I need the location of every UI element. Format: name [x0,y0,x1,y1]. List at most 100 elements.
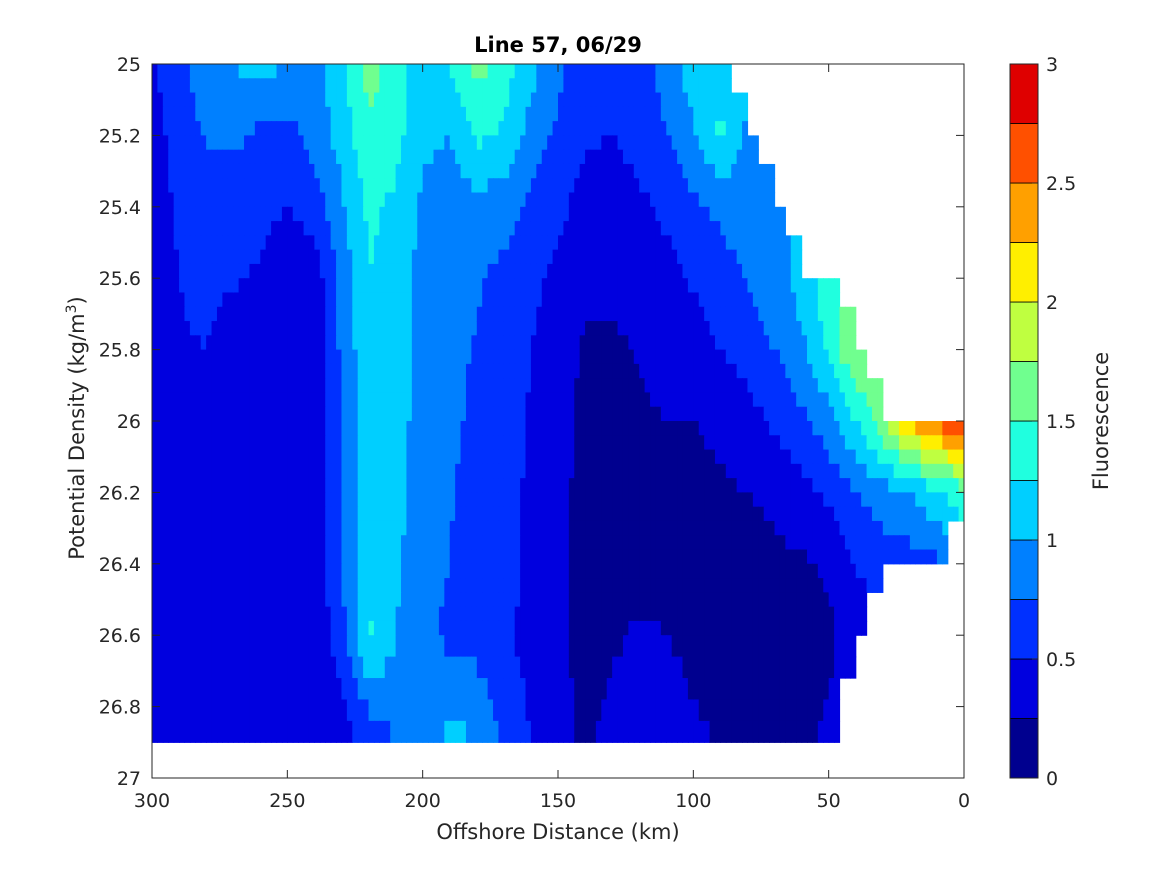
contour-cell [552,406,559,422]
contour-cell [655,378,662,394]
contour-cell [379,406,386,422]
contour-cell [687,392,694,408]
contour-cell [179,563,186,579]
contour-cell [790,235,797,251]
contour-cell [633,64,640,79]
contour-cell [222,592,229,608]
contour-cell [547,435,554,451]
contour-cell [411,449,418,465]
contour-cell [482,149,489,165]
contour-cell [482,449,489,465]
contour-cell [628,163,635,179]
contour-cell [579,406,586,422]
contour-cell [319,263,326,279]
contour-cell [666,106,673,122]
contour-cell [953,492,960,508]
contour-cell [493,506,500,522]
contour-cell [157,278,164,294]
contour-cell [152,406,159,422]
contour-cell [292,221,299,236]
contour-cell [303,349,310,365]
contour-cell [428,106,435,122]
contour-cell [184,378,191,394]
contour-cell [471,106,478,122]
contour-cell [779,363,786,379]
contour-cell [195,78,202,94]
contour-cell [633,135,640,151]
contour-cell [595,478,602,493]
contour-cell [606,620,613,636]
contour-cell [541,135,548,151]
contour-cell [211,620,218,636]
contour-cell [747,278,754,294]
contour-cell [736,535,743,551]
contour-cell [574,492,581,508]
contour-cell [455,135,462,151]
contour-cell [179,321,186,336]
contour-cell [373,206,380,222]
contour-cell [179,506,186,522]
contour-cell [254,421,261,436]
contour-cell [601,463,608,479]
contour-cell [368,620,375,636]
contour-cell [563,592,570,608]
contour-cell [233,563,240,579]
contour-cell [601,235,608,251]
contour-cell [714,249,721,265]
contour-cell [162,363,169,379]
contour-cell [807,435,814,451]
contour-cell [525,449,532,465]
contour-cell [595,378,602,394]
contour-cell [173,549,180,565]
contour-cell [487,606,494,622]
contour-cell [438,463,445,479]
contour-cell [568,121,575,136]
contour-cell [460,192,467,208]
contour-cell [790,406,797,422]
contour-cell [834,349,841,365]
contour-cell [411,363,418,379]
contour-cell [817,478,824,493]
contour-cell [633,392,640,408]
contour-cell [644,192,651,208]
contour-cell [601,163,608,179]
contour-cell [254,149,261,165]
contour-cell [574,606,581,622]
contour-cell [401,578,408,593]
contour-cell [184,178,191,194]
contour-cell [281,506,288,522]
contour-cell [308,549,315,565]
contour-cell [660,121,667,136]
contour-cell [899,549,906,565]
contour-cell [612,606,619,622]
contour-cell [503,92,510,108]
contour-cell [530,135,537,151]
contour-cell [704,378,711,394]
contour-cell [530,620,537,636]
contour-cell [244,349,251,365]
contour-cell [796,378,803,394]
contour-cell [947,421,954,436]
contour-cell [406,221,413,236]
contour-cell [216,135,223,151]
contour-cell [260,620,267,636]
contour-cell [536,121,543,136]
contour-cell [444,121,451,136]
contour-cell [920,478,927,493]
contour-cell [536,263,543,279]
contour-cell [152,563,159,579]
contour-cell [758,178,765,194]
contour-cell [704,149,711,165]
contour-cell [471,563,478,579]
contour-cell [330,321,337,336]
contour-cell [844,535,851,551]
contour-cell [671,435,678,451]
contour-cell [704,478,711,493]
contour-cell [308,221,315,236]
contour-cell [736,206,743,222]
contour-cell [460,235,467,251]
contour-cell [265,278,272,294]
contour-cell [666,335,673,351]
contour-cell [216,178,223,194]
contour-cell [844,321,851,336]
